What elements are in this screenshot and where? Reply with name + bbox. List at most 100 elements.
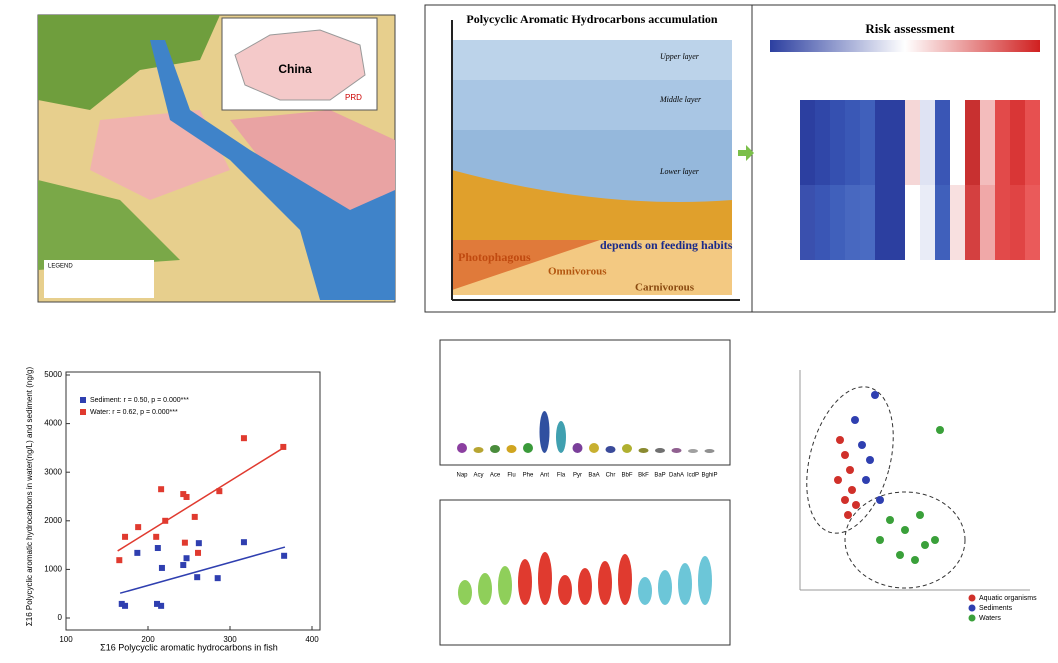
heatmap-cell	[905, 100, 920, 185]
x-tick-label: 400	[305, 635, 319, 644]
category-label: IcdP	[687, 473, 699, 479]
map-river	[150, 40, 395, 300]
diagram-note: depends on feeding habits	[600, 238, 733, 252]
layer-band	[452, 40, 732, 80]
legend-swatch	[80, 409, 86, 415]
heatmap-cell	[950, 100, 965, 185]
violin	[622, 444, 632, 453]
point	[122, 602, 129, 609]
heatmap-cell	[935, 100, 950, 185]
heatmap-cell	[875, 185, 890, 260]
heatmap-cell	[965, 100, 980, 185]
point	[154, 600, 161, 607]
heatmap-cell	[800, 100, 815, 185]
pca-point	[876, 536, 884, 544]
diagram-title: Polycyclic Aromatic Hydrocarbons accumul…	[466, 12, 718, 26]
point	[135, 524, 142, 531]
habit-label: Omnivorous	[548, 266, 607, 278]
legend-label: Water: r = 0.62, p = 0.000***	[90, 409, 178, 416]
heatmap-cell	[950, 185, 965, 260]
heatmap-cell	[980, 100, 995, 185]
category-label: BghiP	[701, 473, 717, 479]
map-urban	[230, 110, 395, 220]
habit-label: Photophagous	[458, 250, 531, 264]
violin	[704, 449, 715, 453]
category-label: Chr	[606, 473, 616, 479]
violin	[473, 447, 484, 453]
heatmap-cell	[1010, 100, 1025, 185]
inset-region: PRD	[345, 93, 362, 102]
y-axis-label: Σ16 Polycyclic aromatic hydrocarbons in …	[25, 367, 34, 627]
category-label: Fla	[557, 473, 566, 479]
category-label: BkF	[638, 473, 649, 479]
pca-point	[866, 456, 874, 464]
pca-point	[846, 466, 854, 474]
layer-label: Middle layer	[659, 95, 702, 104]
point	[195, 549, 202, 556]
pca-point	[851, 416, 859, 424]
pca-point	[852, 501, 860, 509]
pca-point	[936, 426, 944, 434]
heatmap-cell	[800, 185, 815, 260]
category-label: DahA	[669, 473, 684, 479]
pca-panel: Aquatic organisms Sediments Waters	[799, 370, 1037, 622]
violin	[678, 563, 692, 605]
violin	[698, 556, 712, 605]
heatmap-cell	[875, 100, 890, 185]
category-label: Nap	[456, 473, 468, 479]
violin	[498, 566, 512, 605]
point	[194, 574, 201, 581]
pca-point	[841, 451, 849, 459]
cluster-ellipse	[844, 491, 966, 589]
pca-point	[844, 511, 852, 519]
point	[216, 488, 223, 495]
y-tick-label: 2000	[44, 516, 62, 525]
legend-swatch	[968, 604, 976, 612]
violin	[589, 443, 599, 453]
point	[154, 545, 161, 552]
point	[118, 600, 125, 607]
inset-label: China	[278, 62, 312, 76]
pca-point	[862, 476, 870, 484]
category-label: Acy	[473, 473, 483, 479]
violin	[490, 445, 500, 453]
map-legend-title: LEGEND	[48, 264, 73, 270]
heatmap-cell	[860, 100, 875, 185]
violin	[658, 570, 672, 605]
violin	[638, 448, 649, 453]
category-label: BaA	[588, 473, 599, 479]
cluster-ellipse	[806, 386, 894, 534]
violin	[598, 561, 612, 605]
category-label: BbF	[621, 473, 632, 479]
violin	[578, 568, 592, 605]
x-tick-label: 300	[223, 635, 237, 644]
point	[158, 486, 165, 493]
heatmap-cell	[815, 185, 830, 260]
point	[240, 539, 247, 546]
heatmap-legend-bar	[770, 40, 1040, 52]
fit-line	[119, 546, 286, 594]
heatmap-cell	[830, 185, 845, 260]
category-label: Phe	[523, 473, 534, 479]
pca-point	[841, 496, 849, 504]
heatmap-title: Risk assessment	[865, 21, 955, 36]
heatmap-cell	[920, 185, 935, 260]
point	[214, 575, 221, 582]
heatmap-cell	[860, 185, 875, 260]
heatmap-cell	[890, 185, 905, 260]
habit-label: Carnivorous	[635, 282, 695, 294]
heatmap-cell	[1025, 100, 1040, 185]
category-label: Pyr	[573, 473, 582, 479]
violin	[572, 443, 583, 453]
heatmap	[770, 40, 1040, 260]
heatmap-cell	[1025, 185, 1040, 260]
violin	[523, 443, 533, 453]
violin	[638, 577, 652, 605]
violin	[538, 552, 552, 605]
point	[153, 533, 160, 540]
map-land	[38, 15, 220, 110]
legend-swatch	[968, 594, 976, 602]
legend-label: Aquatic organisms	[979, 595, 1037, 602]
china-shape	[234, 29, 366, 101]
violin	[556, 421, 566, 453]
